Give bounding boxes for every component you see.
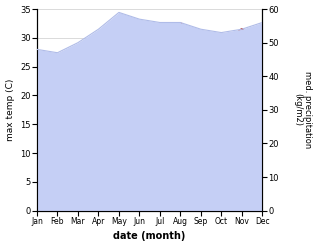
Y-axis label: max temp (C): max temp (C) — [5, 79, 15, 141]
X-axis label: date (month): date (month) — [114, 231, 186, 242]
Y-axis label: med. precipitation
(kg/m2): med. precipitation (kg/m2) — [293, 71, 313, 148]
